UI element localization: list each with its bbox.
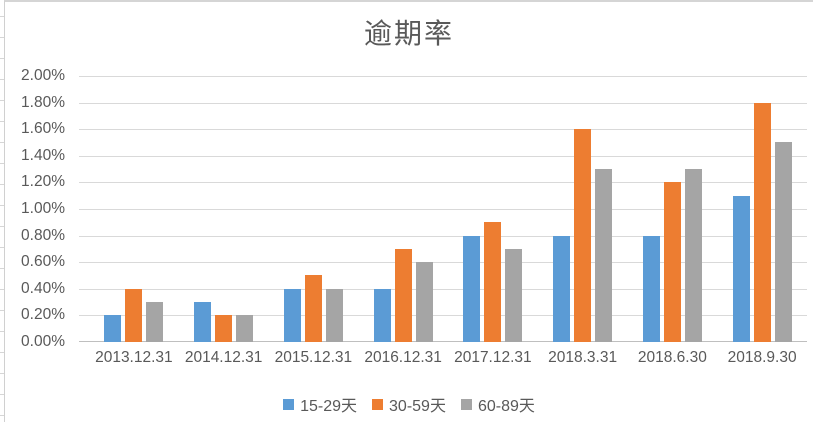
bar xyxy=(663,182,681,342)
bars xyxy=(89,76,807,342)
bar xyxy=(574,129,592,342)
bar xyxy=(595,169,613,342)
y-tick-label: 0.40% xyxy=(21,280,65,297)
bar xyxy=(753,103,771,342)
bar-group xyxy=(717,76,807,342)
bar xyxy=(373,289,391,342)
worksheet-gridlines-edge xyxy=(0,0,4,422)
y-tick-label: 1.60% xyxy=(21,120,65,137)
bar-group xyxy=(358,76,448,342)
gridline xyxy=(79,209,807,210)
gridline xyxy=(79,315,807,316)
legend-item: 60-89天 xyxy=(460,392,535,416)
y-tick-label: 0.00% xyxy=(21,333,65,350)
y-tick-label: 0.80% xyxy=(21,227,65,244)
bar xyxy=(415,262,433,342)
bar-group xyxy=(448,76,538,342)
bar xyxy=(774,142,792,342)
x-tick-label: 2017.12.31 xyxy=(454,349,532,366)
bar-group xyxy=(538,76,628,342)
y-tick-label: 2.00% xyxy=(21,67,65,84)
gridline xyxy=(79,103,807,104)
gridline xyxy=(79,262,807,263)
bar-group xyxy=(628,76,718,342)
x-tick-label: 2013.12.31 xyxy=(95,349,173,366)
legend-swatch-icon xyxy=(372,398,384,410)
bar xyxy=(146,302,164,342)
bar xyxy=(283,289,301,342)
bar xyxy=(304,275,322,342)
y-tick-label: 1.00% xyxy=(21,200,65,217)
legend-item: 30-59天 xyxy=(372,392,446,416)
legend-swatch-icon xyxy=(460,398,472,410)
bar xyxy=(325,289,343,342)
plot-area xyxy=(79,76,807,342)
x-tick-label: 2018.6.30 xyxy=(637,349,707,366)
x-tick-label: 2018.3.31 xyxy=(548,349,618,366)
x-axis-line xyxy=(79,341,807,342)
y-tick-label: 1.20% xyxy=(21,173,65,190)
bar xyxy=(505,249,523,342)
gridline xyxy=(79,289,807,290)
y-tick-label: 1.40% xyxy=(21,147,65,164)
x-tick-label: 2016.12.31 xyxy=(364,349,442,366)
bar xyxy=(484,222,502,342)
x-axis: 2013.12.31 2014.12.31 2015.12.31 2016.12.31… xyxy=(89,349,807,367)
gridline xyxy=(79,156,807,157)
gridlines xyxy=(79,76,807,342)
legend: 15-29天 30-59天 60-89天 xyxy=(5,392,813,416)
gridline xyxy=(79,76,807,77)
bar xyxy=(194,302,212,342)
bar xyxy=(732,196,750,342)
bar xyxy=(125,289,143,342)
bar xyxy=(236,315,254,342)
y-tick-label: 0.20% xyxy=(21,306,65,323)
bar xyxy=(215,315,233,342)
y-tick-label: 1.80% xyxy=(21,94,65,111)
legend-label: 15-29天 xyxy=(300,398,358,415)
chart-canvas: 逾期率 2.00% 1.80% 1.60% 1.40% 1.20% 1.00% 0.80% 0… xyxy=(4,0,813,422)
bar-group xyxy=(179,76,269,342)
x-tick-label: 2015.12.31 xyxy=(274,349,353,366)
bar xyxy=(463,236,481,342)
bar-group xyxy=(269,76,359,342)
legend-label: 30-59天 xyxy=(389,398,446,415)
bar xyxy=(684,169,702,342)
gridline xyxy=(79,182,807,183)
gridline xyxy=(79,129,807,130)
x-tick-label: 2014.12.31 xyxy=(184,349,263,366)
bar xyxy=(642,236,660,342)
y-tick-label: 0.60% xyxy=(21,253,65,270)
chart-title: 逾期率 xyxy=(363,18,454,49)
legend-swatch-icon xyxy=(283,398,295,410)
gridline xyxy=(79,236,807,237)
bar-group xyxy=(89,76,179,342)
bar xyxy=(553,236,571,342)
y-axis: 2.00% 1.80% 1.60% 1.40% 1.20% 1.00% 0.80% 0.60%… xyxy=(5,67,65,350)
x-tick-label: 2018.9.30 xyxy=(727,349,797,366)
bar xyxy=(394,249,412,342)
legend-label: 60-89天 xyxy=(477,398,535,415)
legend-item: 15-29天 xyxy=(283,392,357,416)
bar xyxy=(104,315,122,342)
